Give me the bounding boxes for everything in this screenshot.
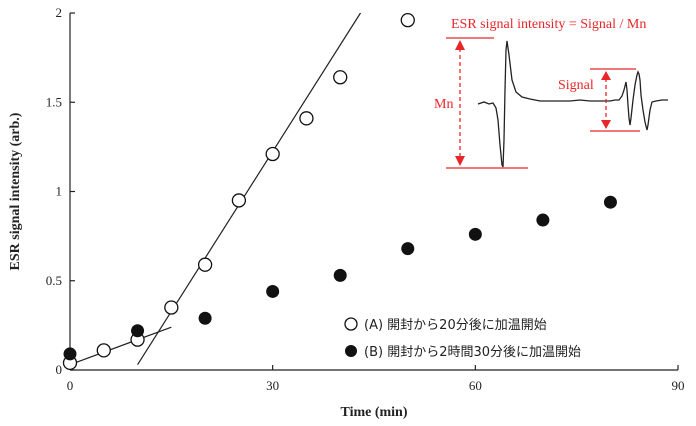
point-series-a <box>164 300 179 315</box>
legend: (A) 開封から20分後に加温開始 (B) 開封から2時間30分後に加温開始 <box>344 317 581 360</box>
legend-label-a: (A) 開封から20分後に加温開始 <box>364 318 547 333</box>
fit-line <box>69 326 172 366</box>
point-series-a <box>400 12 415 28</box>
signal-label: Signal <box>558 78 594 93</box>
signal-arrow-up-icon <box>601 71 611 80</box>
x-axis-title: Time (min) <box>340 405 407 420</box>
y-tick-label: 2 <box>56 5 63 20</box>
point-series-b <box>131 324 145 338</box>
signal-arrow-down-icon <box>601 120 611 129</box>
y-tick-label: 1 <box>56 184 63 199</box>
y-tick-label: 0 <box>56 362 63 377</box>
axes: 0 0.5 1 1.5 2 0 30 60 90 Time (min) ESR signal int… <box>8 5 685 420</box>
point-series-a <box>231 193 247 208</box>
y-tick-label: 0.5 <box>46 273 62 288</box>
mn-arrow-down-icon <box>455 156 465 166</box>
data-points <box>62 12 617 371</box>
point-series-b <box>198 311 212 325</box>
legend-marker-a <box>344 317 358 331</box>
y-axis-title: ESR signal intensity (arb.) <box>8 112 23 270</box>
point-series-a <box>333 70 348 85</box>
y-tick-label: 1.5 <box>46 94 62 109</box>
point-series-a <box>96 343 111 358</box>
point-series-b <box>401 242 415 256</box>
point-series-a <box>299 111 314 126</box>
point-series-a <box>265 146 280 162</box>
mn-arrow-up-icon <box>455 40 465 50</box>
esr-spectrum-inset: ESR signal intensity = Signal / Mn Mn Si… <box>434 17 668 169</box>
x-tick-label: 90 <box>672 378 685 393</box>
point-series-b <box>333 268 347 282</box>
point-series-b <box>63 347 77 361</box>
legend-label-b: (B) 開封から2時間30分後に加温開始 <box>364 345 581 360</box>
x-tick-label: 60 <box>469 378 482 393</box>
mn-label: Mn <box>434 97 453 112</box>
fit-lines <box>69 12 361 366</box>
x-tick-label: 30 <box>266 378 279 393</box>
point-series-b <box>266 284 280 298</box>
esr-spectrum-trace <box>477 40 668 168</box>
inset-formula: ESR signal intensity = Signal / Mn <box>451 17 646 32</box>
legend-marker-b <box>345 345 357 357</box>
point-series-a <box>197 257 213 272</box>
point-series-b <box>603 195 617 209</box>
point-series-b <box>468 227 482 241</box>
point-series-b <box>536 213 550 227</box>
x-tick-label: 0 <box>67 378 74 393</box>
